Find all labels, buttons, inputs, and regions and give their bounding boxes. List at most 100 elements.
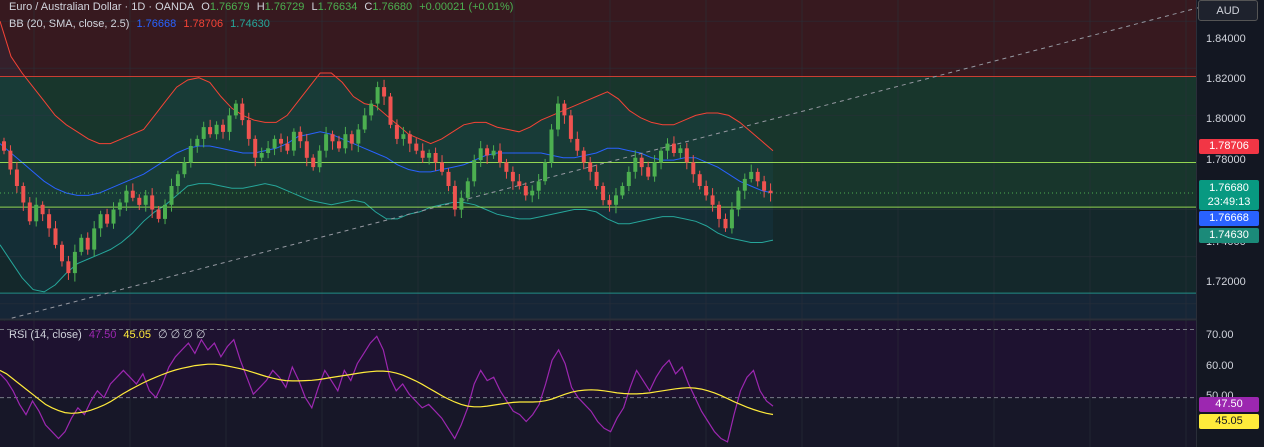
candle-body[interactable] — [633, 157, 638, 172]
candle-body[interactable] — [182, 162, 187, 175]
candle-body[interactable] — [14, 169, 19, 187]
candle-body[interactable] — [375, 87, 380, 104]
candle-body[interactable] — [356, 129, 361, 144]
candle-body[interactable] — [233, 103, 238, 116]
candle-body[interactable] — [491, 150, 496, 156]
trend-line[interactable] — [3, 0, 1229, 321]
candle-body[interactable] — [27, 202, 32, 222]
candle-body[interactable] — [755, 171, 760, 182]
candle-body[interactable] — [768, 190, 773, 194]
candle-body[interactable] — [472, 160, 477, 182]
candle-body[interactable] — [401, 134, 406, 139]
candle-body[interactable] — [291, 131, 296, 151]
candle-body[interactable] — [427, 153, 432, 158]
candle-body[interactable] — [691, 162, 696, 175]
candlestick-series[interactable] — [2, 79, 773, 282]
candle-body[interactable] — [201, 127, 206, 139]
candle-body[interactable] — [79, 237, 84, 252]
candle-body[interactable] — [446, 171, 451, 186]
candle-body[interactable] — [40, 204, 45, 215]
candle-body[interactable] — [337, 141, 341, 149]
candle-body[interactable] — [85, 237, 90, 250]
candle-body[interactable] — [98, 214, 103, 229]
candle-body[interactable] — [382, 87, 387, 97]
candle-body[interactable] — [253, 138, 258, 158]
candle-body[interactable] — [47, 214, 52, 229]
candle-body[interactable] — [465, 181, 470, 198]
candle-body[interactable] — [156, 209, 161, 219]
candle-body[interactable] — [452, 186, 457, 210]
candle-body[interactable] — [105, 214, 110, 224]
candle-body[interactable] — [556, 103, 560, 130]
candle-body[interactable] — [324, 134, 329, 151]
candle-body[interactable] — [388, 96, 393, 125]
candle-body[interactable] — [259, 153, 264, 158]
candle-body[interactable] — [723, 218, 728, 229]
candle-body[interactable] — [536, 181, 541, 191]
candle-body[interactable] — [343, 134, 348, 149]
rsi-ma-line[interactable] — [0, 363, 774, 416]
candle-body[interactable] — [163, 204, 167, 219]
candle-body[interactable] — [92, 228, 97, 250]
candle-body[interactable] — [581, 150, 586, 163]
candle-body[interactable] — [60, 244, 64, 262]
candle-body[interactable] — [66, 261, 71, 274]
candle-body[interactable] — [227, 115, 232, 132]
candle-body[interactable] — [304, 141, 309, 158]
candle-body[interactable] — [588, 162, 593, 172]
candle-body[interactable] — [394, 124, 399, 139]
candle-body[interactable] — [498, 150, 502, 163]
candle-body[interactable] — [517, 181, 522, 186]
candle-body[interactable] — [504, 162, 509, 172]
candle-body[interactable] — [729, 209, 734, 229]
candle-body[interactable] — [665, 143, 670, 151]
trend-line-segment[interactable] — [3, 0, 1229, 321]
candle-body[interactable] — [510, 171, 515, 182]
candle-body[interactable] — [459, 197, 464, 210]
candle-body[interactable] — [143, 195, 148, 205]
rsi-legend[interactable]: RSI (14, close) 47.50 45.05 ∅ ∅ ∅ ∅ — [9, 328, 210, 341]
candle-body[interactable] — [684, 148, 689, 163]
candle-body[interactable] — [214, 124, 219, 135]
candle-body[interactable] — [349, 134, 354, 144]
candle-body[interactable] — [240, 103, 245, 121]
candle-body[interactable] — [53, 228, 58, 245]
candle-body[interactable] — [34, 204, 39, 222]
candle-body[interactable] — [652, 162, 657, 177]
candle-body[interactable] — [639, 157, 644, 168]
candle-body[interactable] — [478, 148, 483, 161]
candle-body[interactable] — [562, 103, 567, 116]
candle-body[interactable] — [762, 181, 767, 191]
candle-body[interactable] — [317, 150, 322, 168]
candle-body[interactable] — [433, 153, 438, 163]
candle-body[interactable] — [736, 190, 741, 210]
symbol-legend[interactable]: Euro / Australian Dollar · 1D · OANDA O1… — [9, 1, 517, 13]
candle-body[interactable] — [117, 202, 122, 210]
candle-body[interactable] — [124, 190, 129, 203]
candle-body[interactable] — [175, 174, 180, 186]
candle-body[interactable] — [671, 143, 676, 153]
candle-body[interactable] — [620, 186, 625, 196]
candle-body[interactable] — [601, 186, 606, 201]
candle-body[interactable] — [420, 150, 425, 158]
candle-body[interactable] — [704, 186, 709, 196]
candle-body[interactable] — [272, 138, 277, 149]
candle-body[interactable] — [678, 148, 683, 153]
candle-body[interactable] — [549, 129, 554, 163]
candle-body[interactable] — [440, 162, 444, 172]
candle-body[interactable] — [607, 200, 612, 205]
candle-body[interactable] — [485, 148, 490, 156]
candle-body[interactable] — [150, 195, 155, 210]
candle-body[interactable] — [594, 171, 599, 186]
candle-body[interactable] — [697, 174, 702, 186]
candle-body[interactable] — [543, 162, 548, 182]
candle-body[interactable] — [710, 195, 715, 205]
candle-body[interactable] — [266, 148, 271, 153]
candle-body[interactable] — [2, 141, 6, 151]
candle-body[interactable] — [568, 115, 573, 139]
candle-body[interactable] — [742, 178, 747, 191]
candle-body[interactable] — [330, 134, 335, 142]
candle-body[interactable] — [195, 138, 200, 146]
candle-body[interactable] — [646, 167, 651, 177]
